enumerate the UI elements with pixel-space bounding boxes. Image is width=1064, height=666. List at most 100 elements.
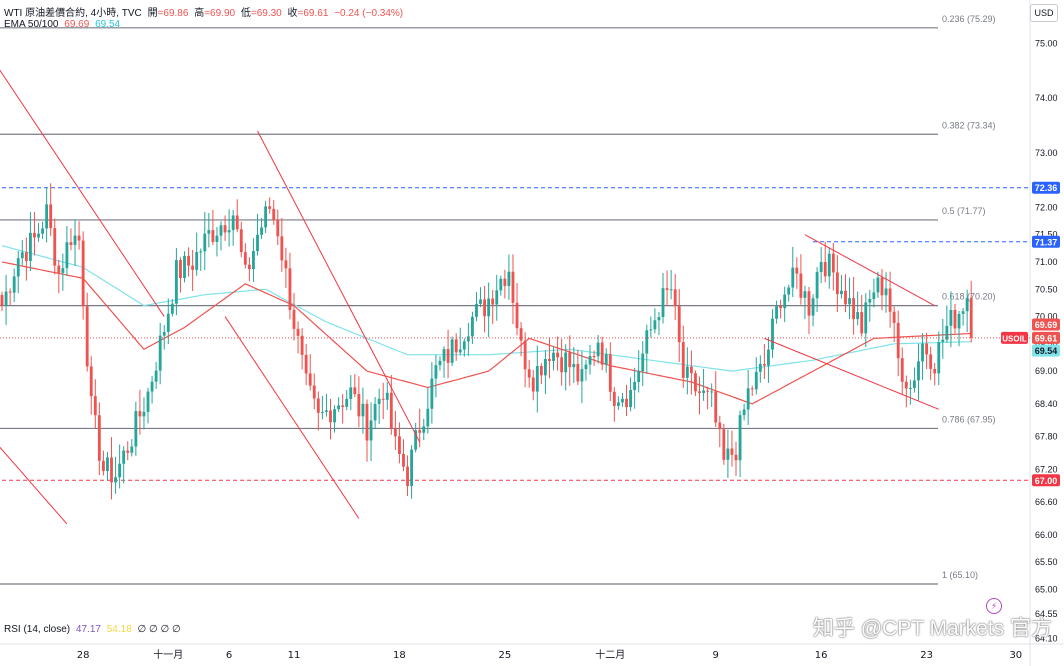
candle-body	[556, 352, 559, 358]
candle-body	[398, 436, 401, 454]
candle-body	[4, 291, 8, 306]
candle-body	[179, 260, 182, 278]
candle-body	[357, 394, 361, 417]
candle-body	[268, 206, 272, 209]
candle-body	[207, 230, 211, 234]
candle-body	[170, 303, 174, 314]
candle-body	[191, 265, 195, 270]
candle-body	[199, 251, 203, 253]
candle-body	[819, 262, 823, 273]
candle-body	[203, 233, 207, 252]
candle-body	[134, 411, 138, 447]
candle-body	[718, 422, 722, 430]
candle-body	[106, 457, 109, 472]
candle-body	[337, 405, 341, 410]
candle-body	[584, 364, 588, 370]
x-tick-label: 十二月	[595, 648, 625, 661]
candle-body	[673, 289, 677, 307]
candle-body	[49, 204, 53, 229]
candle-body	[45, 204, 49, 229]
y-tick-label: 69.50	[1035, 339, 1058, 349]
candle-body	[239, 229, 243, 253]
candle-body	[0, 294, 4, 306]
candle-body	[377, 398, 381, 405]
candle-body	[750, 388, 754, 390]
candle-body	[929, 354, 933, 369]
change-value: −0.24 (−0.34%)	[334, 8, 404, 19]
rsi-value: 47.17	[75, 624, 101, 635]
candle-body	[260, 227, 263, 235]
candle-body	[848, 298, 851, 305]
candle-body	[37, 233, 40, 238]
candle-body	[941, 339, 945, 343]
candle-body	[300, 335, 304, 355]
candle-body	[8, 291, 12, 293]
candle-body	[110, 457, 113, 483]
candle-body	[385, 392, 389, 400]
price-tag	[1032, 235, 1060, 248]
lightning-icon[interactable]: ⚡	[986, 598, 1002, 614]
candle-body	[146, 391, 150, 412]
candle-body	[320, 411, 324, 413]
candle-body	[758, 364, 762, 372]
candle-body	[126, 450, 130, 453]
ema-legend[interactable]: EMA 50/100 69.69 69.54	[4, 19, 123, 30]
open-value: =69.86	[157, 8, 189, 19]
x-tick-label: 25	[498, 650, 511, 661]
candle-body	[89, 366, 93, 397]
y-tick-label: 65.00	[1035, 584, 1058, 594]
candle-body	[604, 354, 608, 365]
candle-body	[316, 398, 320, 413]
candle-body	[767, 349, 770, 366]
ema50-line	[1, 261, 972, 405]
candle-body	[612, 391, 616, 406]
candle-body	[41, 228, 44, 234]
candle-body	[714, 391, 718, 423]
candle-body	[57, 265, 61, 273]
candle-body	[572, 363, 576, 368]
candle-body	[442, 349, 446, 361]
candle-body	[694, 373, 697, 392]
candle-body	[742, 409, 746, 416]
candle-body	[479, 299, 482, 304]
rsi-legend[interactable]: RSI (14, close) 47.17 54.18 ∅ ∅ ∅ ∅	[4, 624, 184, 635]
candle-body	[325, 410, 328, 412]
y-tick-label: 68.40	[1035, 399, 1058, 409]
symbol-legend: WTI 原油差價合約, 4小時, TVC 開=69.86 高=69.90 低=6…	[4, 4, 406, 19]
candle-body	[454, 339, 458, 353]
candle-body	[840, 290, 843, 295]
x-tick-label: 6	[226, 650, 232, 661]
candle-body	[576, 363, 580, 382]
trend-line	[764, 337, 939, 410]
candle-body	[256, 234, 259, 252]
candle-body	[345, 398, 349, 407]
candle-body	[215, 235, 219, 242]
candle-body	[949, 309, 953, 326]
candle-body	[892, 311, 896, 323]
candle-body	[925, 343, 929, 355]
candle-body	[73, 235, 77, 245]
fib-level-label: 0.236 (75.29)	[942, 14, 996, 24]
y-tick-label: 72.00	[1035, 202, 1058, 212]
candle-body	[122, 450, 126, 464]
candle-body	[888, 288, 892, 312]
candle-body	[738, 415, 742, 461]
y-tick-label: 67.80	[1035, 432, 1058, 442]
candle-body	[223, 225, 227, 233]
candle-body	[292, 309, 296, 329]
candle-body	[450, 339, 454, 363]
candle-body	[495, 290, 499, 305]
candle-body	[312, 385, 316, 399]
candle-body	[592, 356, 596, 358]
candle-body	[637, 371, 641, 383]
currency-button[interactable]: USD	[1030, 4, 1058, 22]
candle-body	[823, 262, 827, 277]
rsi-extras: ∅ ∅ ∅ ∅	[137, 624, 181, 635]
rsi-ma-value: 54.18	[106, 624, 132, 635]
candle-body	[864, 302, 868, 334]
candle-body	[503, 278, 507, 286]
x-tick-label: 23	[920, 650, 933, 661]
high-label: 高	[194, 8, 205, 19]
candle-body	[633, 382, 637, 390]
